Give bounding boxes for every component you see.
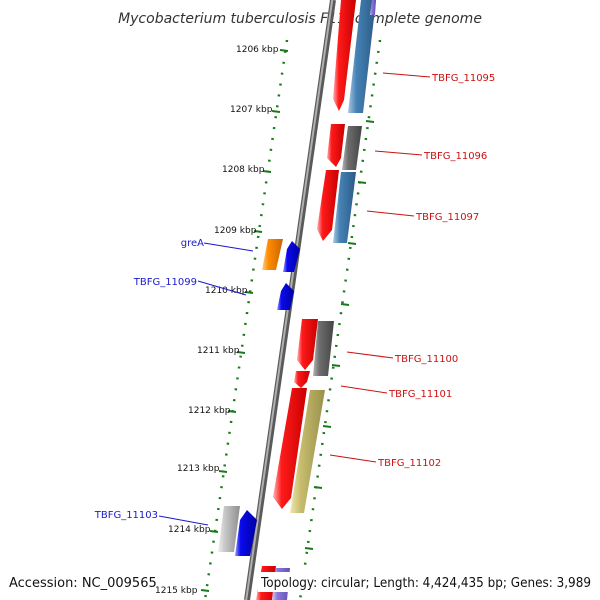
feature-gray-11100[interactable] (313, 321, 334, 376)
feature-steel-11095[interactable] (348, 0, 376, 113)
leader-line-tbfg-11101 (340, 385, 388, 394)
outer-tick (313, 486, 323, 489)
tick-label: 1206 kbp (236, 45, 279, 55)
leader-line-tbfg-11102 (329, 454, 377, 463)
outer-tick (347, 242, 357, 245)
map-title: Mycobacterium tuberculosis F11, complete… (118, 11, 482, 27)
outer-tick (304, 547, 314, 550)
gene-tbfg-11099-neighbor[interactable] (283, 241, 300, 272)
label-tbfg-11095[interactable]: TBFG_11095 (431, 73, 495, 84)
topology-background (258, 572, 594, 592)
feature-violet-top[interactable] (370, 0, 376, 15)
tick-1215 (200, 589, 210, 592)
tick-1211 (236, 351, 246, 354)
tick-label: 1210 kbp (205, 286, 248, 296)
tick-label: 1213 kbp (177, 464, 220, 474)
tick-marks (200, 49, 375, 592)
topology-text: Topology: circular; Length: 4,424,435 bp… (260, 576, 591, 591)
leader-line-tbfg-11095 (382, 72, 431, 78)
label-tbfg-11100[interactable]: TBFG_11100 (394, 354, 458, 365)
leader-line-tbfg-11096 (374, 150, 423, 156)
tick-1206 (279, 49, 289, 52)
feature-khaki-11102[interactable] (290, 390, 325, 513)
leader-line-grea (203, 242, 254, 252)
label-tbfg-11096[interactable]: TBFG_11096 (423, 151, 487, 162)
tick-1214 (209, 530, 219, 533)
tick-label: 1211 kbp (197, 346, 240, 356)
label-tbfg-11101[interactable]: TBFG_11101 (388, 389, 452, 400)
gene-tbfg-11103-neighbor[interactable] (235, 510, 257, 556)
tick-1210 (244, 291, 254, 294)
label-tbfg-11103[interactable]: TBFG_11103 (94, 510, 158, 521)
accession-background (5, 572, 146, 592)
leader-line-tbfg-11103 (158, 515, 209, 526)
outer-tick (365, 120, 375, 123)
tick-label: 1208 kbp (222, 165, 265, 175)
tick-1212 (227, 410, 237, 413)
gene-tbfg-11101[interactable] (294, 371, 310, 388)
gene-tbfg-11100[interactable] (297, 319, 318, 370)
leader-line-tbfg-11099 (197, 280, 247, 296)
outer-tick (340, 303, 350, 306)
feature-steel-11097[interactable] (333, 172, 356, 243)
gene-grea[interactable] (262, 239, 283, 270)
label-tbfg-11099[interactable]: TBFG_11099 (133, 277, 197, 288)
feature-gray-11096[interactable] (342, 126, 362, 170)
tick-label: 1207 kbp (230, 105, 273, 115)
tick-1208 (262, 170, 272, 173)
gene-tbfg-11095[interactable] (333, 0, 356, 111)
gene-tbfg-11102[interactable] (273, 388, 307, 509)
leader-line-tbfg-11100 (346, 351, 394, 359)
label-grea[interactable]: greA (181, 238, 204, 249)
tick-label: 1209 kbp (214, 226, 257, 236)
leader-line-tbfg-11097 (366, 210, 415, 217)
gene-tbfg-11099[interactable] (277, 283, 294, 310)
label-tbfg-11097[interactable]: TBFG_11097 (415, 212, 479, 223)
outer-tick (322, 425, 332, 428)
tick-label: 1215 kbp (155, 586, 198, 596)
gene-tbfg-11097[interactable] (317, 170, 339, 241)
tick-1209 (253, 230, 263, 233)
tick-label: 1212 kbp (188, 406, 231, 416)
tick-1207 (271, 110, 281, 113)
tick-1213 (218, 470, 228, 473)
outer-tick (331, 364, 341, 367)
gene-tbfg-11096[interactable] (327, 124, 345, 167)
gene-tbfg-11103[interactable] (218, 506, 240, 552)
accession-text: Accession: NC_009565 (9, 576, 157, 591)
label-tbfg-11102[interactable]: TBFG_11102 (377, 458, 441, 469)
tick-label: 1214 kbp (168, 525, 211, 535)
outer-tick (357, 181, 367, 184)
